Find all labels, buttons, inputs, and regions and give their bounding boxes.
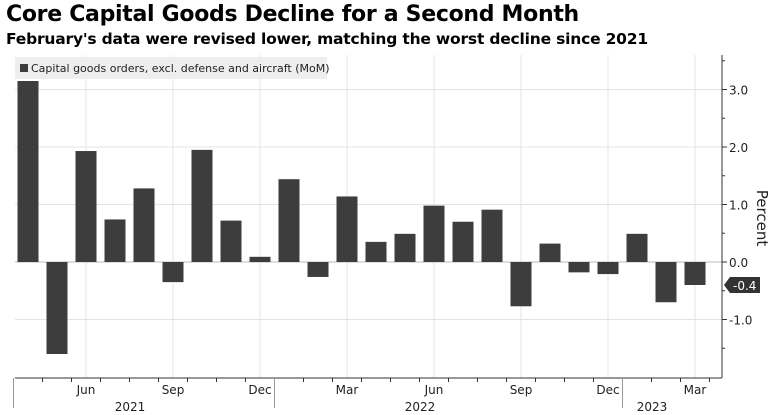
x-year-label: 2022 bbox=[405, 400, 436, 414]
bar bbox=[626, 233, 648, 262]
bar bbox=[655, 262, 677, 303]
x-tick-label: Mar bbox=[684, 383, 707, 397]
bar bbox=[568, 262, 590, 273]
chart-title: Core Capital Goods Decline for a Second … bbox=[6, 2, 579, 27]
bar bbox=[452, 221, 474, 262]
bar bbox=[104, 219, 126, 262]
x-year-label: 2023 bbox=[637, 400, 668, 414]
bar bbox=[539, 243, 561, 262]
x-tick-label: Dec bbox=[596, 383, 619, 397]
x-tick-label: Sep bbox=[510, 383, 533, 397]
x-year-label: 2021 bbox=[115, 400, 146, 414]
bar bbox=[191, 149, 213, 262]
bar bbox=[597, 262, 619, 275]
bar bbox=[162, 262, 184, 283]
bar bbox=[481, 209, 503, 262]
legend-box bbox=[15, 57, 327, 79]
y-tick-label: -1.0 bbox=[729, 314, 752, 328]
bar bbox=[278, 179, 300, 262]
y-tick-label: 3.0 bbox=[729, 84, 748, 98]
x-tick-label: Jun bbox=[424, 383, 444, 397]
bar bbox=[133, 188, 155, 262]
bar bbox=[510, 262, 532, 307]
bar bbox=[46, 262, 68, 354]
y-axis-label: Percent bbox=[753, 190, 771, 247]
y-tick-label: 2.0 bbox=[729, 141, 748, 155]
x-tick-label: Dec bbox=[248, 383, 271, 397]
legend-swatch bbox=[20, 64, 28, 72]
bar bbox=[336, 196, 358, 262]
y-tick-label: 1.0 bbox=[729, 199, 748, 213]
bar bbox=[423, 205, 445, 262]
y-tick-label: 0.0 bbox=[729, 256, 748, 270]
bar bbox=[17, 81, 39, 262]
legend-label: Capital goods orders, excl. defense and … bbox=[31, 62, 329, 75]
bar bbox=[684, 262, 706, 285]
bar bbox=[75, 151, 97, 262]
bar bbox=[365, 241, 387, 262]
last-value-marker bbox=[724, 277, 760, 293]
chart-subtitle: February's data were revised lower, matc… bbox=[6, 30, 648, 48]
bar bbox=[394, 233, 416, 262]
x-tick-label: Mar bbox=[336, 383, 359, 397]
x-tick-label: Jun bbox=[76, 383, 96, 397]
bar bbox=[249, 256, 271, 262]
bar bbox=[307, 262, 329, 277]
x-tick-label: Sep bbox=[162, 383, 185, 397]
last-value-label: -0.4 bbox=[733, 279, 756, 293]
bar bbox=[220, 220, 242, 262]
